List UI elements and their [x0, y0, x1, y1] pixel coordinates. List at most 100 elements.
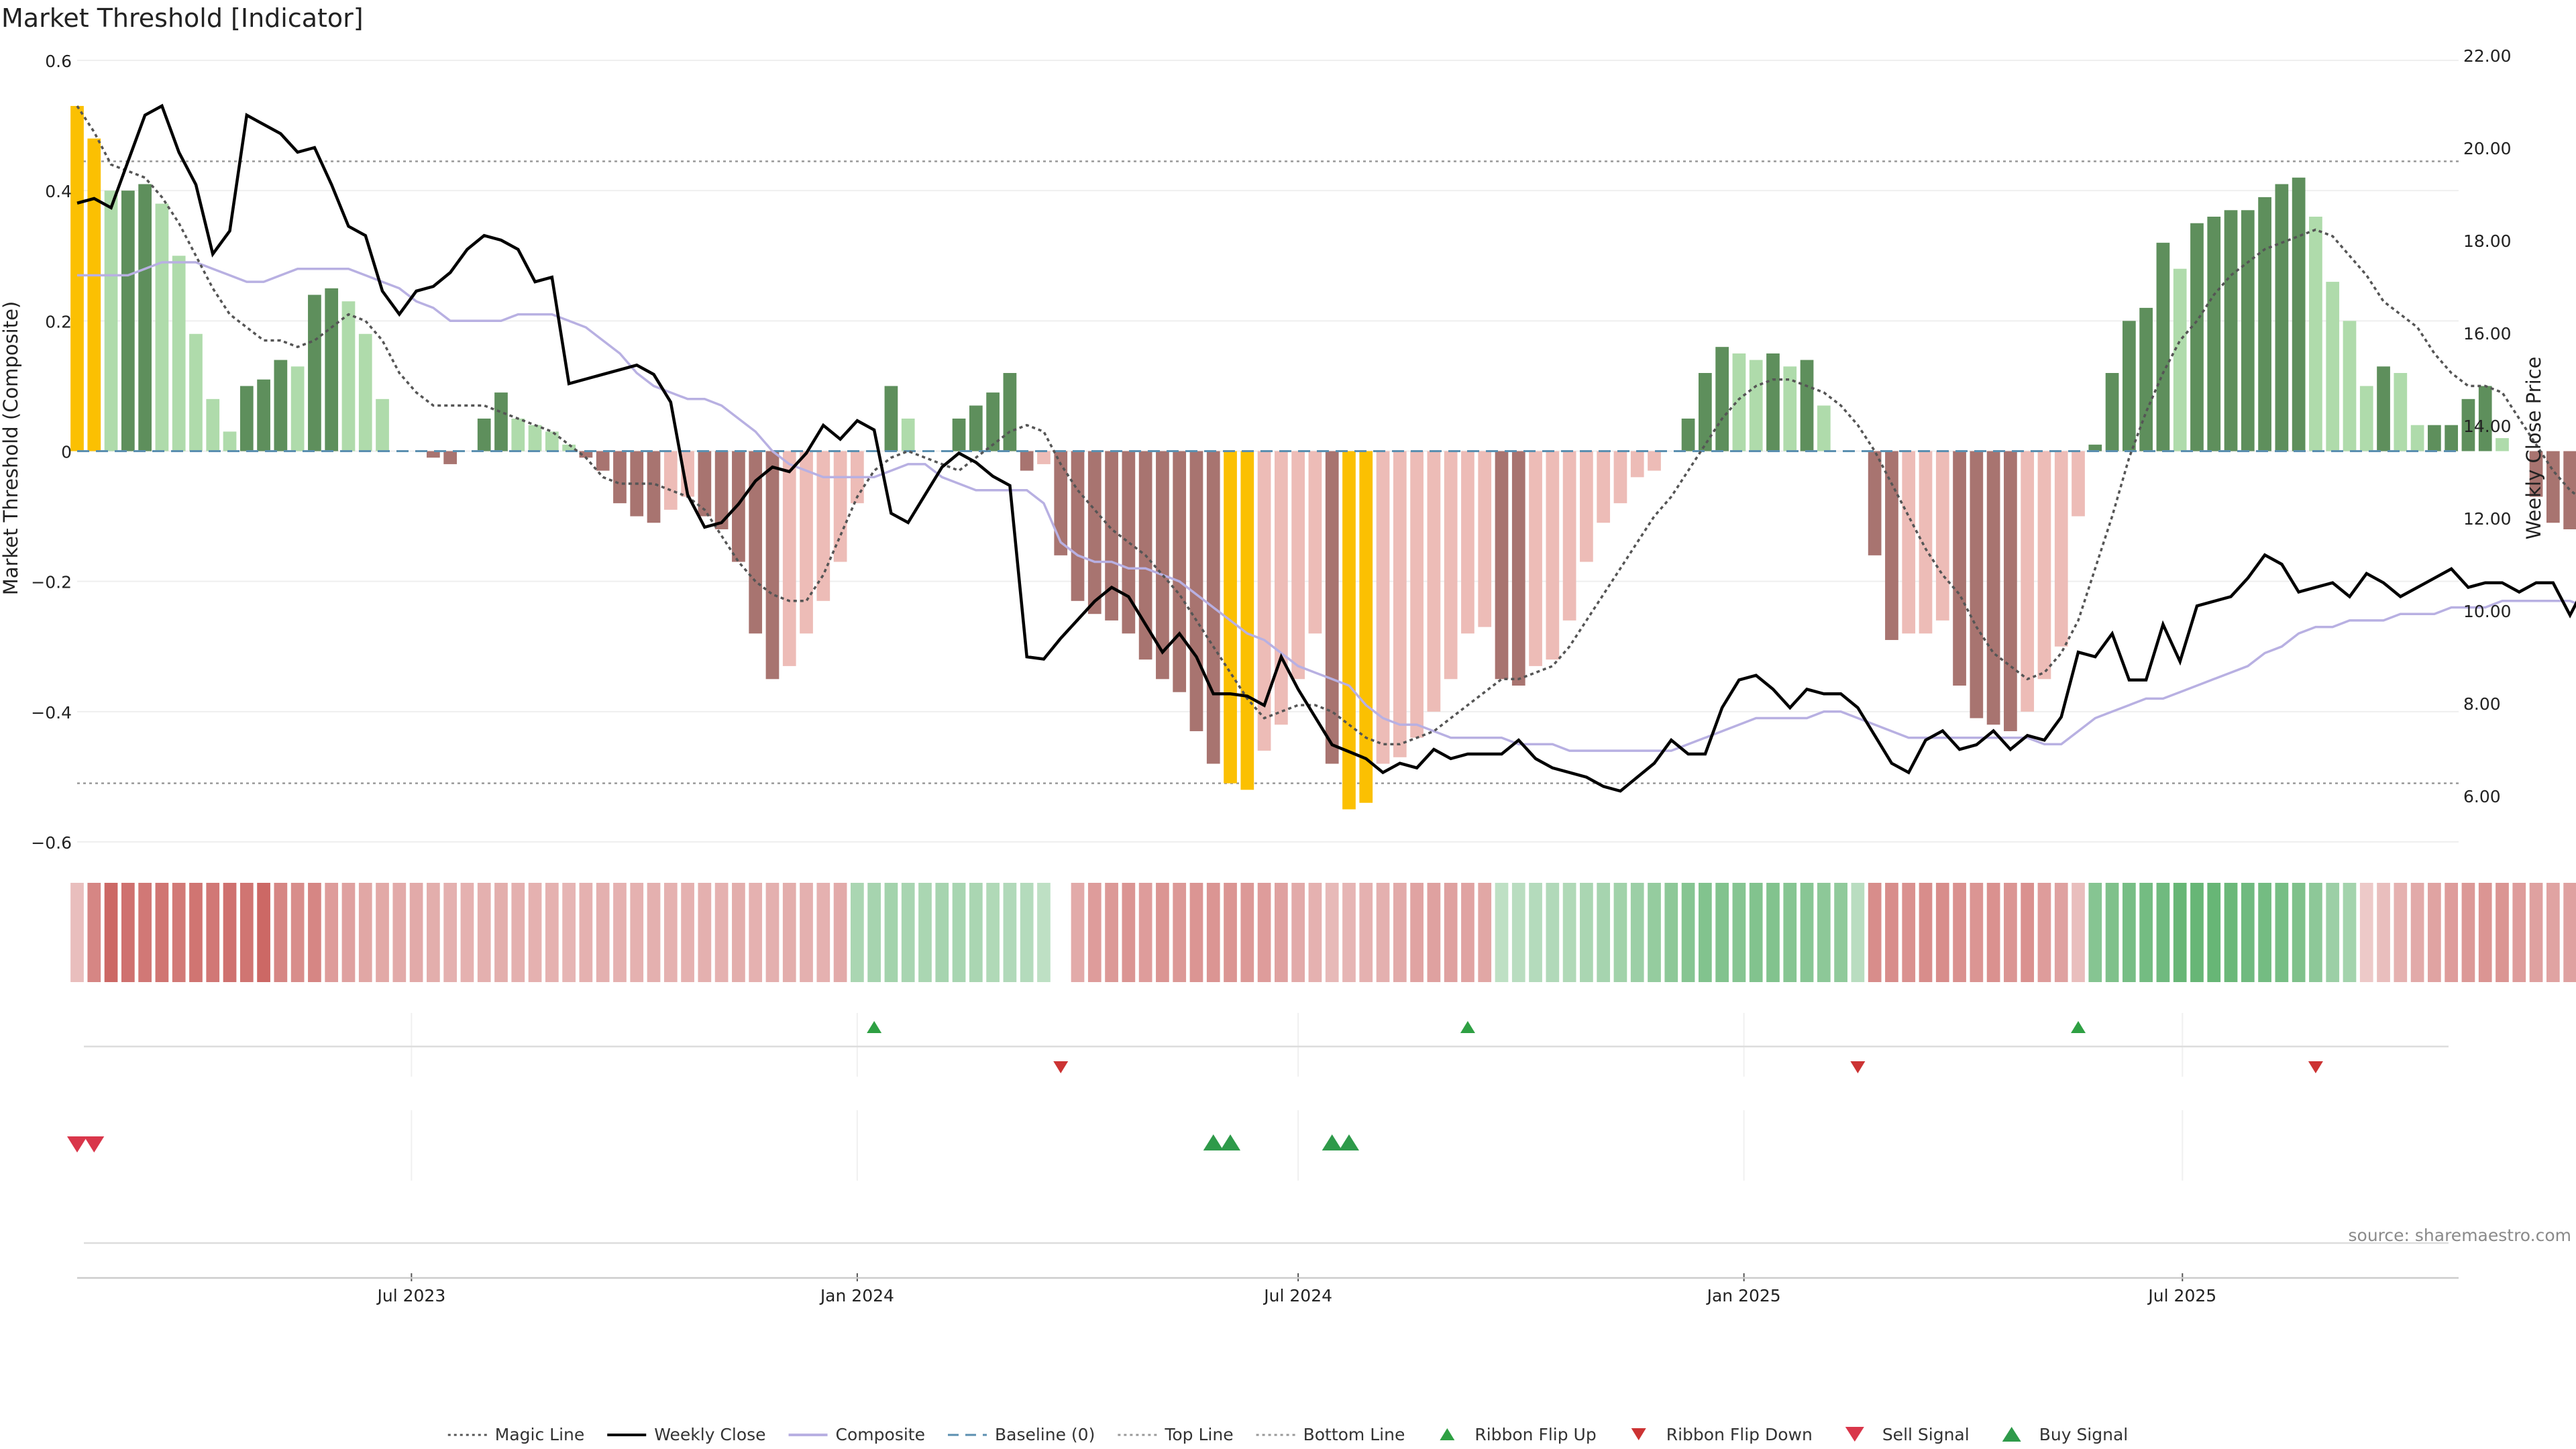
ribbon-flip-up-marker [1460, 1021, 1475, 1033]
ribbon-cell [765, 883, 780, 982]
buy-signal-marker [1203, 1134, 1224, 1150]
composite-bar [1173, 451, 1187, 692]
composite-bar [1122, 451, 1136, 634]
main-plot [70, 60, 2576, 843]
y-tick-label: 0.2 [45, 312, 72, 331]
composite-bar [206, 398, 220, 451]
composite-bar [189, 333, 203, 451]
composite-bar [2292, 177, 2306, 451]
composite-bar [2410, 425, 2424, 451]
composite-bar [1800, 360, 1814, 451]
legend: Magic Line Weekly Close Composite Baseline … [447, 1425, 2128, 1444]
composite-bar [969, 405, 983, 451]
ribbon-cell [376, 883, 389, 982]
ribbon-cell [647, 883, 661, 982]
y-tick-label: 0 [61, 443, 72, 462]
composite-bar [1037, 451, 1051, 464]
composite-bar [2037, 451, 2051, 680]
ribbon-cell [952, 883, 966, 982]
ribbon-cell [1783, 883, 1797, 982]
composite-bar [341, 301, 356, 451]
ribbon-cell [1732, 883, 1746, 982]
ribbon-flip-up-marker [2071, 1021, 2086, 1033]
signal-panel [67, 1110, 2459, 1281]
ribbon-cell [87, 883, 101, 982]
ribbon-cell [70, 883, 84, 982]
ribbon-cell [1495, 883, 1509, 982]
composite-bar [2377, 366, 2390, 451]
ribbon-cell [2072, 883, 2085, 982]
sell-signal-marker [67, 1136, 87, 1152]
composite-bar [358, 333, 372, 451]
ribbon-cell [2004, 883, 2017, 982]
y-tick-label: −0.6 [31, 833, 72, 853]
ribbon-cell [2139, 883, 2153, 982]
composite-bar [647, 451, 661, 523]
composite-bar [1597, 451, 1611, 523]
composite-bar [239, 386, 254, 451]
ribbon-cell [1613, 883, 1627, 982]
composite-bar [2529, 451, 2543, 497]
composite-bar [2190, 223, 2204, 451]
composite-bar [290, 366, 305, 451]
composite-bar [732, 451, 745, 562]
composite-bar [749, 451, 763, 634]
legend-label: Composite [836, 1425, 925, 1444]
composite-bar [1511, 451, 1525, 686]
ribbon-cell [392, 883, 407, 982]
ribbon-cell [1749, 883, 1763, 982]
composite-bar [138, 184, 152, 451]
ribbon-cell [1953, 883, 1966, 982]
ribbon-cell [867, 883, 881, 982]
ribbon-cell [1003, 883, 1017, 982]
composite-bar [986, 392, 1000, 451]
ribbon-flip-panel [84, 1013, 2449, 1077]
ribbon-cell [935, 883, 949, 982]
ribbon-cell [2410, 883, 2424, 982]
ribbon-cell [1087, 883, 1102, 982]
composite-bar [1562, 451, 1576, 621]
composite-bar [1020, 451, 1034, 471]
ribbon-cell [2021, 883, 2035, 982]
composite-bar [800, 451, 813, 634]
y2-tick-label: 18.00 [2463, 231, 2512, 251]
ribbon-cell [2037, 883, 2051, 982]
composite-bar [70, 105, 84, 451]
composite-bar [2546, 451, 2560, 523]
composite-bar [2445, 425, 2459, 451]
ribbon-cell [325, 883, 339, 982]
composite-bar [1698, 373, 1712, 451]
ribbon-cell [1206, 883, 1220, 982]
composite-bar [2021, 451, 2035, 712]
ribbon-cell [782, 883, 796, 982]
x-tick-label: Jan 2025 [1706, 1286, 1781, 1305]
composite-bar [1087, 451, 1102, 614]
ribbon-cell [494, 883, 508, 982]
legend-label: Ribbon Flip Down [1666, 1425, 1813, 1444]
composite-bar [2496, 438, 2509, 451]
composite-bar [1325, 451, 1339, 764]
ribbon-cell [1885, 883, 1898, 982]
ribbon-cell [528, 883, 542, 982]
ribbon-cell [2054, 883, 2068, 982]
ribbon-cell [358, 883, 372, 982]
source-note: source: sharemaestro.com [2349, 1226, 2572, 1245]
ribbon-cell [1597, 883, 1611, 982]
ribbon-cell [1868, 883, 1882, 982]
composite-bar [1240, 451, 1254, 790]
ribbon-cell [2326, 883, 2340, 982]
composite-bar [1308, 451, 1322, 634]
composite-bar [308, 294, 321, 451]
ribbon-cell [1359, 883, 1373, 982]
composite-bar [2173, 268, 2187, 451]
legend-swatch [2002, 1427, 2021, 1442]
y2-tick-label: 6.00 [2463, 787, 2501, 806]
legend-swatch [1845, 1427, 1864, 1442]
ribbon-cell [663, 883, 678, 982]
composite-bar [901, 418, 915, 451]
composite-bar [2156, 242, 2170, 451]
composite-bar [1054, 451, 1068, 555]
ribbon-cell [409, 883, 423, 982]
ribbon-cell [545, 883, 559, 982]
ribbon-cell [851, 883, 864, 982]
